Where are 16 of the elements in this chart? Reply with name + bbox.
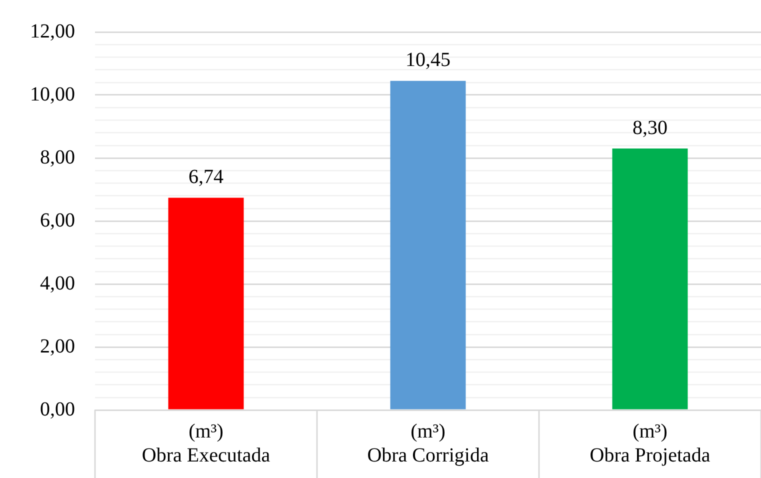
data-label: 10,45 xyxy=(406,49,450,72)
y-tick-label: 10,00 xyxy=(30,83,75,106)
y-tick-label: 4,00 xyxy=(40,272,75,294)
x-tick-label: (m³) Obra Executada xyxy=(142,420,270,466)
y-tick-label: 2,00 xyxy=(40,335,75,358)
y-tick-label: 12,00 xyxy=(30,20,75,42)
bar xyxy=(612,148,688,410)
y-tick-label: 6,00 xyxy=(40,209,75,232)
y-tick-label: 0,00 xyxy=(40,398,75,420)
x-tick-label: (m³) Obra Projetada xyxy=(590,420,710,466)
y-tick-label: 8,00 xyxy=(40,146,75,168)
data-label: 6,74 xyxy=(188,166,224,188)
bar xyxy=(390,80,466,410)
bar xyxy=(168,198,244,410)
data-label: 8,30 xyxy=(632,116,668,139)
x-tick-label: (m³) Obra Corrigida xyxy=(367,420,489,466)
